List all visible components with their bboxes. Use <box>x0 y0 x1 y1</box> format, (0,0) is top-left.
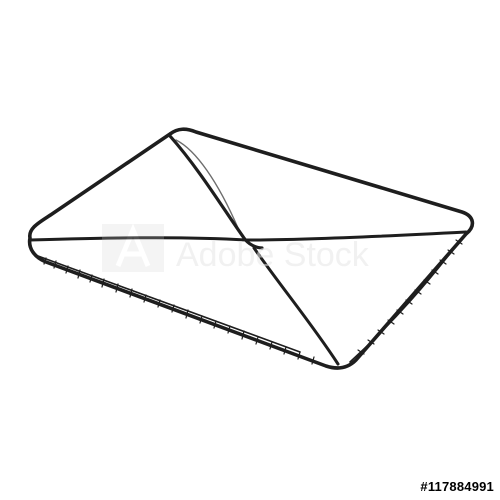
envelope-body <box>27 127 475 370</box>
envelope-hatching-left <box>43 257 315 365</box>
envelope-flap-inner-edge <box>175 139 239 229</box>
adobe-stock-watermark-text: Adobe Stock <box>176 236 370 274</box>
envelope-hatching-right <box>357 239 463 355</box>
envelope-flap-left-edge <box>168 134 264 250</box>
envelope-fold-line <box>28 230 468 242</box>
envelope-thickness-left <box>37 255 301 353</box>
adobe-stock-logo-watermark <box>102 223 164 272</box>
envelope-bottom-diagonal <box>252 246 340 366</box>
stock-id-label: #117884991 <box>420 479 494 494</box>
